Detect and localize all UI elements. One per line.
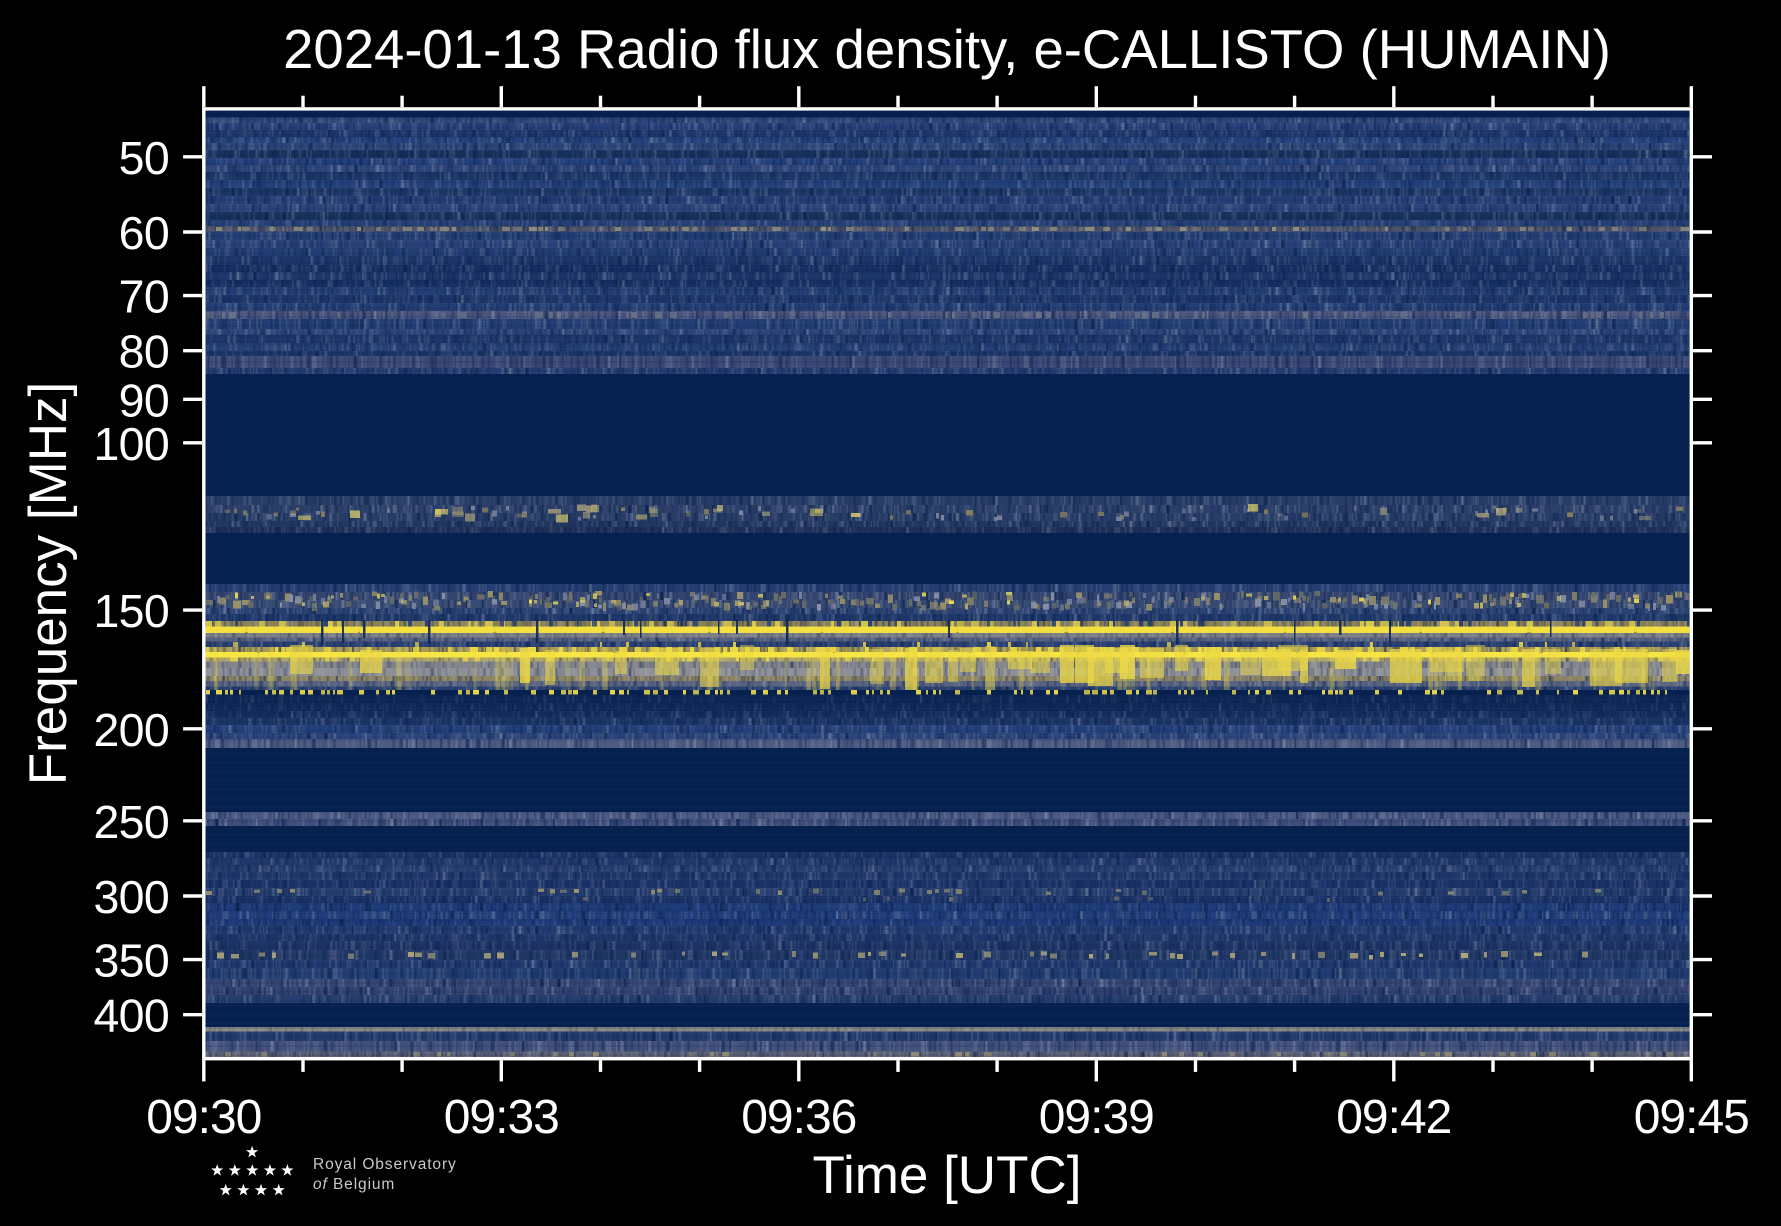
svg-text:Royal Observatory: Royal Observatory xyxy=(313,1156,457,1173)
svg-text:09:42: 09:42 xyxy=(1336,1091,1451,1144)
svg-text:09:30: 09:30 xyxy=(146,1091,261,1144)
svg-text:400: 400 xyxy=(94,990,169,1042)
svg-text:100: 100 xyxy=(94,418,169,470)
svg-text:of Belgium: of Belgium xyxy=(313,1176,395,1193)
svg-text:09:33: 09:33 xyxy=(444,1091,559,1144)
svg-text:2024-01-13 Radio flux density,: 2024-01-13 Radio flux density, e-CALLIST… xyxy=(283,19,1611,80)
svg-text:09:39: 09:39 xyxy=(1039,1091,1154,1144)
svg-text:09:36: 09:36 xyxy=(741,1091,856,1144)
svg-text:70: 70 xyxy=(119,271,169,323)
svg-text:250: 250 xyxy=(94,796,169,848)
svg-text:80: 80 xyxy=(119,326,169,378)
svg-text:300: 300 xyxy=(94,871,169,923)
svg-text:Frequency [MHz]: Frequency [MHz] xyxy=(19,382,78,786)
svg-text:60: 60 xyxy=(119,207,169,259)
svg-text:09:45: 09:45 xyxy=(1634,1091,1749,1144)
svg-text:90: 90 xyxy=(119,374,169,426)
svg-text:350: 350 xyxy=(94,935,169,987)
svg-text:200: 200 xyxy=(94,704,169,756)
svg-text:150: 150 xyxy=(94,585,169,637)
svg-text:50: 50 xyxy=(119,132,169,184)
svg-text:Time [UTC]: Time [UTC] xyxy=(813,1146,1082,1205)
